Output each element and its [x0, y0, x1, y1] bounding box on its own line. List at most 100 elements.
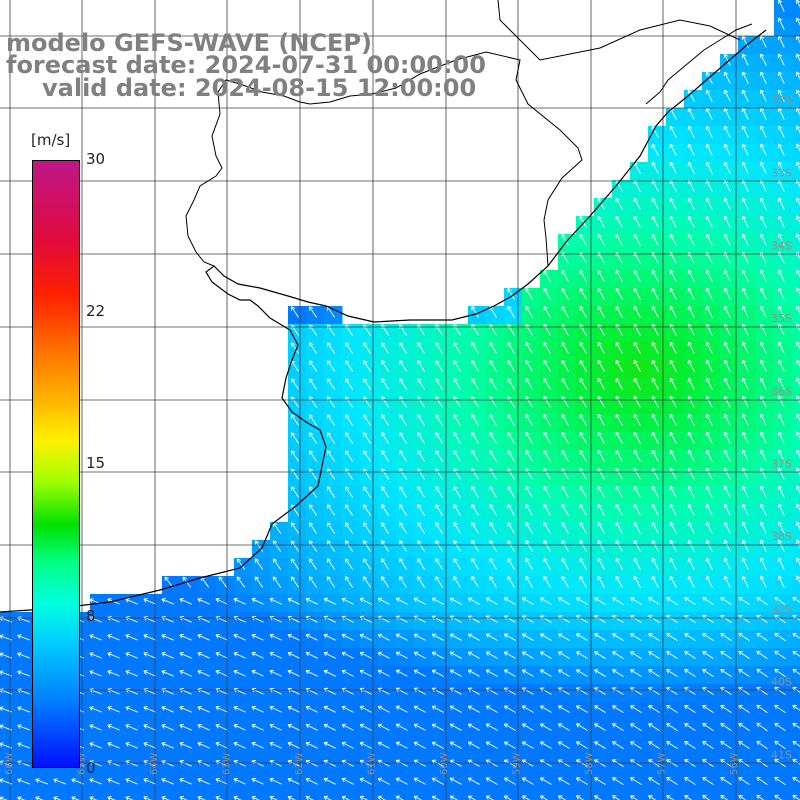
wind-arrow [759, 413, 767, 426]
wind-arrow [759, 449, 767, 462]
wind-arrow [633, 431, 641, 444]
wind-arrow [777, 125, 785, 138]
wind-arrow [471, 504, 479, 516]
wind-arrow [435, 504, 443, 516]
wind-arrow [720, 741, 732, 750]
wind-arrow [467, 705, 480, 713]
wind-arrow [377, 633, 390, 641]
latitude-label: 32S [771, 94, 792, 107]
wind-arrow [521, 669, 534, 677]
wind-arrow [705, 467, 713, 480]
wind-arrow [705, 125, 713, 138]
wind-arrow [308, 558, 318, 570]
wind-arrow [525, 431, 533, 444]
wind-arrow [594, 669, 606, 677]
wind-arrow [705, 89, 713, 102]
wind-arrow [254, 540, 264, 552]
wind-arrow [741, 89, 749, 102]
wind-arrow [471, 558, 479, 570]
wind-cell [558, 792, 577, 800]
wind-arrow [453, 378, 461, 390]
wind-arrow [489, 324, 497, 336]
wind-arrow [669, 197, 677, 210]
wind-arrow [521, 723, 534, 731]
wind-arrow [251, 777, 264, 785]
wind-arrow [197, 760, 210, 767]
wind-arrow [290, 576, 300, 588]
wind-arrow [741, 341, 749, 354]
wind-arrow [723, 143, 731, 156]
wind-arrow [684, 597, 696, 606]
wind-arrow [777, 89, 785, 102]
wind-arrow [741, 125, 749, 138]
wind-cell [792, 666, 800, 685]
wind-arrow [579, 233, 587, 246]
wind-arrow [345, 360, 354, 372]
wind-arrow [197, 778, 210, 785]
wind-arrow [399, 414, 407, 426]
wind-arrow [777, 161, 785, 174]
wind-arrow [449, 705, 462, 713]
wind-arrow [759, 557, 767, 570]
wind-arrow [453, 360, 461, 372]
wind-arrow [143, 598, 156, 605]
wind-arrow [594, 651, 606, 659]
wind-arrow [723, 161, 731, 174]
wind-arrow [17, 670, 30, 677]
wind-arrow [669, 161, 677, 174]
wind-arrow [738, 668, 750, 678]
wind-cell [576, 792, 595, 800]
wind-arrow [756, 740, 768, 750]
wind-arrow [648, 651, 660, 659]
wind-cell [792, 18, 800, 37]
wind-arrow [17, 742, 30, 749]
wind-arrow [543, 377, 551, 390]
wind-arrow [287, 669, 300, 677]
wind-cell [18, 792, 37, 800]
wind-arrow [651, 161, 659, 174]
wind-arrow [305, 651, 318, 659]
wind-arrow [507, 305, 515, 318]
border-line [497, 0, 741, 61]
wind-arrow [251, 723, 264, 731]
wind-arrow [576, 777, 588, 785]
wind-arrow [287, 723, 300, 731]
wind-arrow [395, 705, 408, 713]
wind-arrow [17, 652, 30, 659]
wind-arrow [759, 125, 767, 138]
wind-arrow [435, 360, 443, 372]
wind-arrow [197, 706, 210, 713]
wind-arrow [345, 504, 354, 516]
wind-arrow [269, 759, 282, 767]
wind-arrow [777, 143, 785, 156]
wind-cell [792, 486, 800, 505]
wind-arrow [687, 503, 695, 516]
wind-arrow [539, 705, 552, 713]
wind-arrow [759, 53, 767, 66]
wind-arrow [633, 503, 641, 516]
wind-arrow [669, 323, 677, 336]
wind-arrow [759, 485, 767, 498]
wind-arrow [669, 557, 677, 570]
wind-arrow [615, 413, 623, 426]
wind-arrow [525, 323, 533, 336]
wind-arrow [525, 575, 533, 588]
wind-arrow [543, 341, 551, 354]
wind-arrow [597, 323, 605, 336]
wind-arrow [381, 558, 390, 570]
wind-cell [792, 108, 800, 127]
wind-arrow [381, 504, 390, 516]
wind-arrow [471, 450, 479, 462]
colorbar-tick-8: 8 [86, 607, 96, 625]
wind-arrow [435, 450, 443, 462]
wind-arrow [395, 723, 408, 731]
wind-arrow [417, 504, 425, 516]
wind-arrow [431, 633, 444, 641]
wind-arrow [125, 706, 138, 713]
wind-arrow [161, 670, 174, 677]
wind-arrow [741, 431, 749, 444]
wind-arrow [161, 634, 174, 641]
wind-arrow [269, 633, 282, 641]
wind-arrow [669, 377, 677, 390]
wind-arrow [269, 741, 282, 749]
